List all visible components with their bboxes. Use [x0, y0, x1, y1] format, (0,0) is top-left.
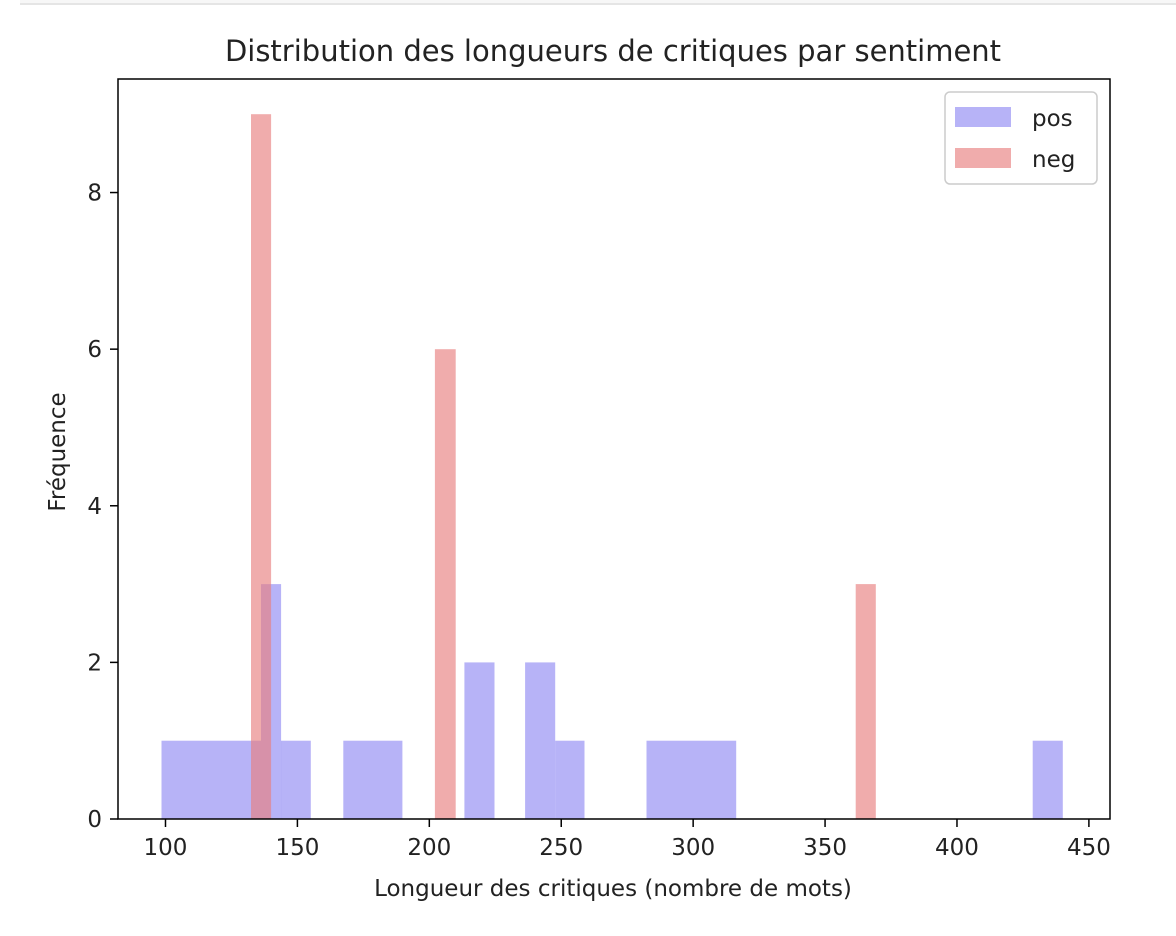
x-tick-label: 100: [144, 835, 188, 861]
x-tick-label: 150: [275, 835, 319, 861]
x-tick-label: 350: [803, 835, 847, 861]
legend-swatch-pos: [955, 107, 1011, 127]
bar-pos-6: [555, 740, 585, 819]
y-axis-label: Fréquence: [45, 392, 71, 511]
legend-swatch-neg: [955, 148, 1011, 168]
y-tick-label: 0: [87, 807, 102, 833]
legend: pos neg: [944, 91, 1098, 185]
bar-pos-7: [646, 740, 737, 819]
y-tick-label: 2: [87, 650, 102, 676]
x-tick-label: 400: [935, 835, 979, 861]
plot-frame: [117, 78, 1111, 820]
cell-top-border: [20, 0, 1176, 5]
bar-pos-2: [281, 740, 311, 819]
y-tick-label: 6: [87, 337, 102, 363]
x-axis-label: Longueur des critiques (nombre de mots): [374, 876, 852, 902]
bar-neg-0: [251, 114, 272, 819]
x-tick-label: 250: [539, 835, 583, 861]
bar-neg-1: [434, 349, 456, 819]
bar-pos-8: [1032, 740, 1063, 819]
x-tick-label: 450: [1067, 835, 1111, 861]
bar-pos-3: [343, 740, 403, 819]
bar-pos-0: [161, 740, 261, 819]
legend-label-pos: pos: [1032, 106, 1073, 132]
y-tick-label: 4: [87, 494, 102, 520]
bar-pos-5: [525, 662, 556, 819]
bar-pos-4: [464, 662, 495, 819]
x-tick-label: 300: [671, 835, 715, 861]
x-tick-label: 200: [407, 835, 451, 861]
chart-title: Distribution des longueurs de critiques …: [225, 34, 1001, 68]
legend-label-neg: neg: [1032, 147, 1075, 173]
bar-neg-2: [855, 584, 876, 819]
y-tick-label: 8: [87, 181, 102, 207]
